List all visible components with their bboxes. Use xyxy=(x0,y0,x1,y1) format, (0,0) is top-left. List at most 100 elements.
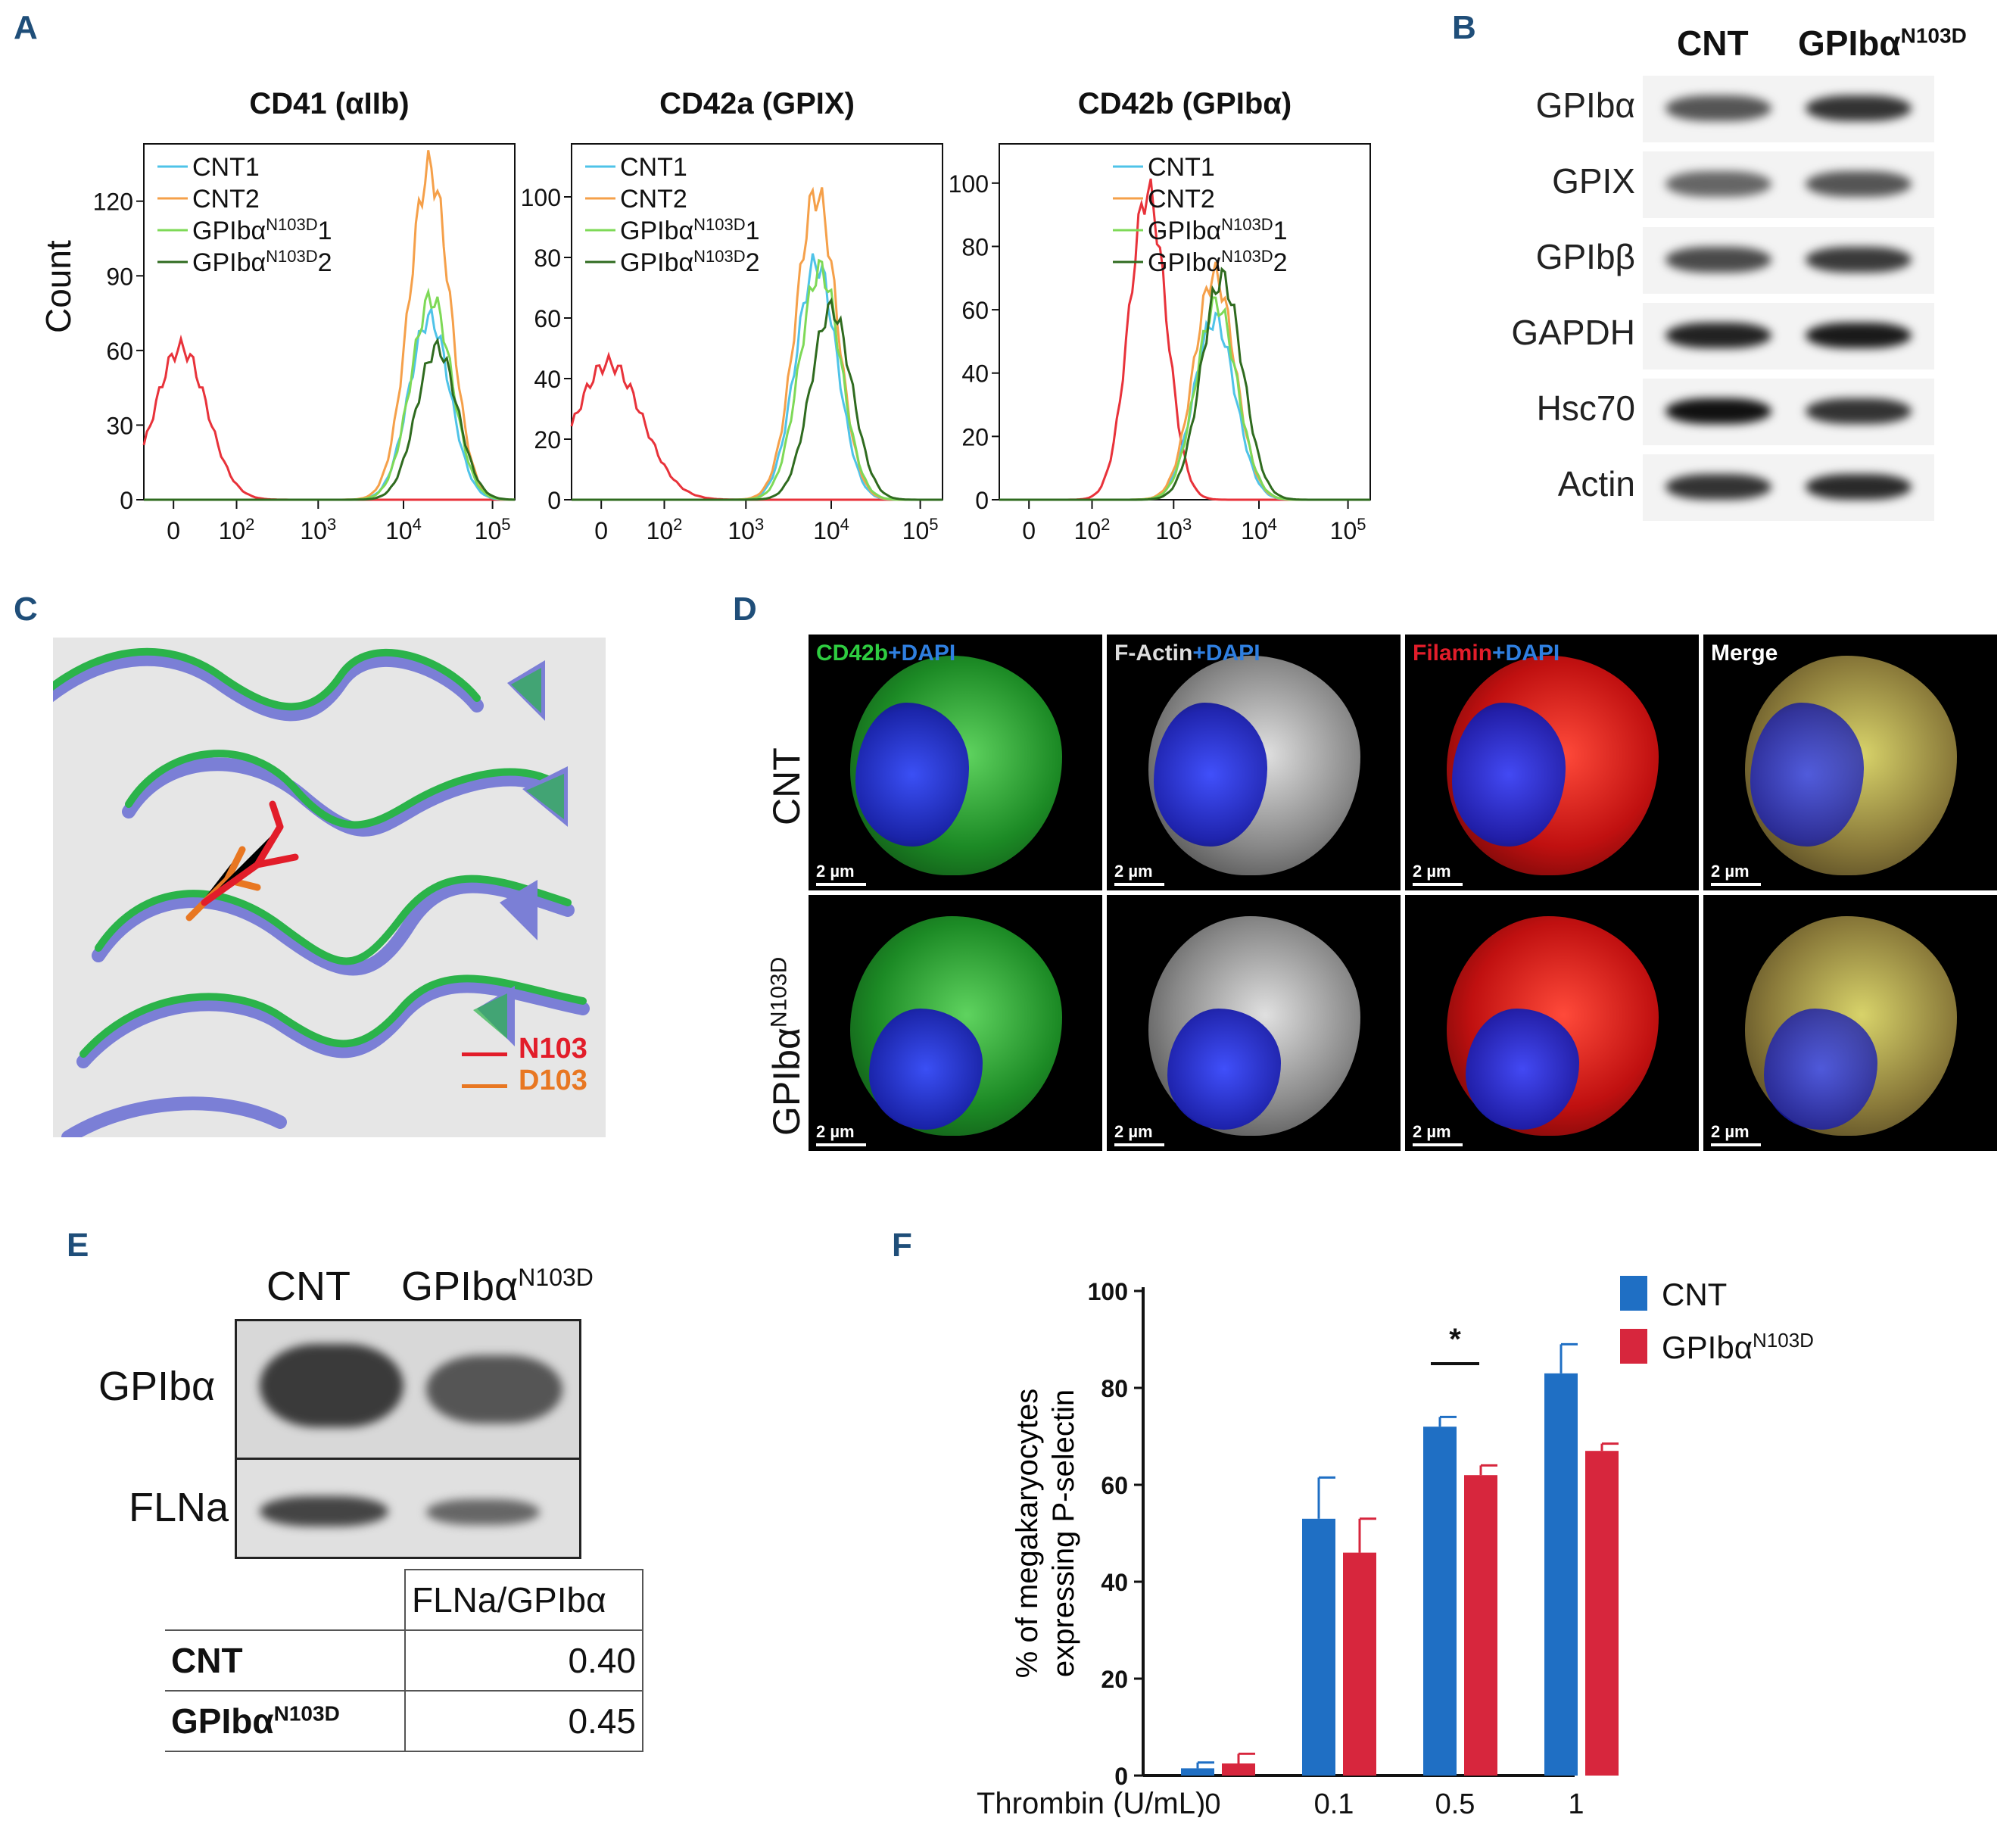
panel-label-f: F xyxy=(892,1227,912,1264)
bar-mut xyxy=(1222,1763,1255,1776)
histogram-curve-1 xyxy=(999,311,1370,501)
x-tick-label: 0.1 xyxy=(1314,1788,1354,1817)
y-tick-label: 0 xyxy=(120,487,133,514)
micrograph-title: Merge xyxy=(1711,641,1778,666)
blot-e-col-mut-text: GPIbα xyxy=(401,1264,519,1309)
y-tick-label: 0 xyxy=(547,487,561,514)
x-tick-exp: 4 xyxy=(840,515,849,534)
x-tick-label: 102 xyxy=(1074,515,1111,545)
histogram-curve-0 xyxy=(570,351,943,501)
legend-d103: D103 xyxy=(519,1065,587,1096)
legend-label: GPIbαN103D2 xyxy=(192,247,332,278)
ribbon-green-1 xyxy=(53,647,481,711)
blot-b-row-label: GPIX xyxy=(1552,161,1635,201)
band-cnt xyxy=(1665,323,1771,348)
scale-bar: 2 µm xyxy=(1413,1122,1463,1146)
x-tick-exp: 2 xyxy=(673,515,682,534)
legend-sup: N103D xyxy=(1221,247,1273,266)
blot-b-col-mut-sup: N103D xyxy=(1900,23,1967,48)
panel-label-b: B xyxy=(1452,9,1476,46)
ratio-row-label-sup: N103D xyxy=(273,1701,340,1726)
micrograph: 2 µm xyxy=(809,895,1102,1151)
histogram-3: CD42b (GPIbα) 0 20 40 60 80 100 0 102 103 104 105 CN… xyxy=(949,87,1371,545)
micrograph-title-part: +DAPI xyxy=(1192,641,1260,666)
pselectin-bar-chart: 0 20 40 60 80 100 % of megakaryocytes expressin… xyxy=(977,1276,1814,1817)
ratio-row-label: GPIbαN103D xyxy=(165,1690,406,1752)
ratio-table-corner xyxy=(165,1570,406,1631)
legend-label: CNT1 xyxy=(620,153,687,182)
blot-b-col-mut: GPIbαN103D xyxy=(1798,23,1967,64)
structure-ribbons xyxy=(53,647,590,1137)
band-mut xyxy=(1806,398,1912,424)
legend-suffix: 1 xyxy=(746,217,760,245)
blot-e-row-gpiba: GPIbα xyxy=(98,1364,216,1409)
ribbon-blue-1 xyxy=(53,652,484,722)
structure-panel: N103 D103 xyxy=(53,638,606,1137)
x-tick-label: 102 xyxy=(647,515,683,545)
panel-label-e: E xyxy=(67,1227,89,1264)
histogram-curve-1 xyxy=(144,305,516,501)
blot-b-strip xyxy=(1643,227,1934,294)
y-tick-label: 40 xyxy=(961,360,989,388)
y-tick-label: 80 xyxy=(961,233,989,260)
micrograph-title-part: CD42b xyxy=(816,641,889,666)
histogram-curve-3 xyxy=(999,296,1370,501)
y-axis-label: % of megakaryocytes expressing P-selectin xyxy=(1011,1389,1080,1678)
blot-b-row-label: GPIbβ xyxy=(1535,237,1635,276)
y-tick-label: 20 xyxy=(961,423,989,451)
y-tick-label: 0 xyxy=(1114,1763,1128,1790)
band-mut xyxy=(1806,95,1912,121)
legend-sup: N103D xyxy=(266,215,317,234)
micrograph-title-part: Merge xyxy=(1711,641,1778,666)
legend-sup: N103D xyxy=(266,247,317,266)
legend-cnt: CNT xyxy=(1662,1277,1727,1312)
legend-label: CNT1 xyxy=(1148,153,1215,182)
y-tick-label: 20 xyxy=(534,426,561,454)
bar-mut xyxy=(1464,1475,1497,1776)
ratio-row-value: 0.45 xyxy=(404,1690,643,1752)
histogram-curve-1 xyxy=(572,253,943,501)
y-tick-label: 90 xyxy=(106,263,133,290)
legend-n103: N103 xyxy=(519,1033,587,1065)
ribbon-blue-5 xyxy=(61,1096,287,1137)
ratio-row-label: CNT xyxy=(165,1629,406,1692)
x-tick-label: 104 xyxy=(1241,515,1277,545)
micrograph-title-part: Filamin xyxy=(1413,641,1493,666)
x-tick-label: 0 xyxy=(1204,1788,1220,1817)
bar-mut xyxy=(1343,1552,1376,1776)
micrograph-title: F-Actin+DAPI xyxy=(1114,641,1260,666)
band-e-gpiba-cnt xyxy=(260,1344,404,1427)
histogram-curve-4 xyxy=(572,297,943,501)
legend-mut: GPIbαN103D xyxy=(1662,1329,1814,1365)
y-tick-label: 100 xyxy=(521,184,561,211)
residue-sticks xyxy=(185,800,299,921)
blot-e-col-cnt: CNT xyxy=(266,1264,351,1309)
x-axis-label: Thrombin (U/mL) xyxy=(977,1787,1205,1817)
legend-swatch-cnt xyxy=(1620,1276,1647,1311)
scale-bar: 2 µm xyxy=(816,862,866,886)
y-tick-label: 40 xyxy=(534,366,561,393)
x-tick-exp: 4 xyxy=(413,515,422,534)
nucleus xyxy=(1167,1009,1281,1130)
blot-b-strip xyxy=(1643,76,1934,142)
histogram-title: CD42a (GPIX) xyxy=(659,87,855,120)
scale-bar: 2 µm xyxy=(1114,862,1164,886)
micrograph: 2 µm xyxy=(1107,895,1401,1151)
y-tick-label: 40 xyxy=(1101,1569,1128,1596)
x-tick-label: 0 xyxy=(594,517,608,544)
legend-swatch-mut xyxy=(1620,1329,1647,1364)
blot-b-strip xyxy=(1643,379,1934,445)
ribbon-blue-3 xyxy=(92,879,575,976)
nucleus xyxy=(1764,1009,1877,1130)
histogram-curve-3 xyxy=(572,258,943,501)
histogram-title: CD42b (GPIbα) xyxy=(1078,87,1292,120)
x-tick-label: 103 xyxy=(300,515,336,545)
table-row: CNT 0.40 xyxy=(165,1629,643,1692)
band-mut xyxy=(1806,247,1912,273)
band-cnt xyxy=(1665,247,1771,273)
bar-cnt xyxy=(1423,1427,1457,1776)
scale-bar: 2 µm xyxy=(1413,862,1463,886)
legend-label: CNT2 xyxy=(1148,185,1215,214)
histogram-curve-4 xyxy=(144,337,516,501)
legend-label: GPIbαN103D1 xyxy=(192,215,332,246)
